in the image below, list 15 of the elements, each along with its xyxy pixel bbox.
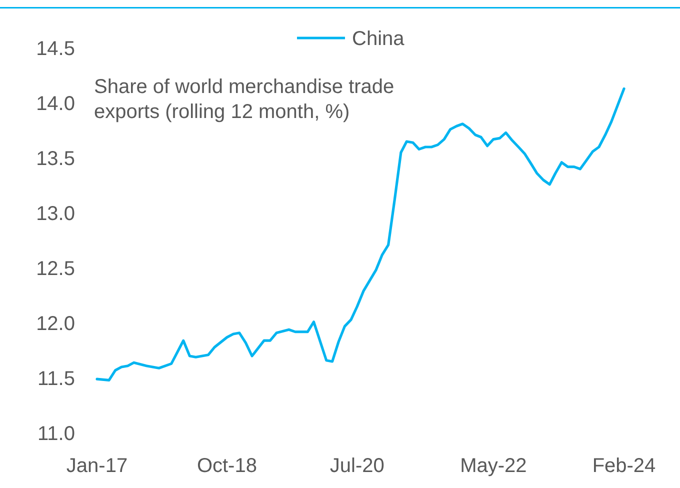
y-tick-label: 12.5 xyxy=(36,258,75,280)
y-axis-title: Share of world merchandise trade exports (rolling 12 month, %) xyxy=(94,76,394,123)
x-tick-label: Jan-17 xyxy=(66,455,128,477)
x-tick-label: Feb-24 xyxy=(592,455,656,477)
x-tick-label: Jul-20 xyxy=(330,455,384,477)
x-tick-label: Oct-18 xyxy=(196,455,257,477)
y-tick-label: 14.0 xyxy=(36,93,75,115)
legend-label: China xyxy=(352,28,406,50)
y-tick-label: 11.5 xyxy=(38,368,75,390)
y-tick-label: 13.0 xyxy=(36,203,75,225)
x-tick-label: May-22 xyxy=(460,455,527,477)
y-tick-label: 14.5 xyxy=(36,38,75,60)
y-tick-label: 11.0 xyxy=(38,423,75,445)
y-tick-label: 12.0 xyxy=(36,313,75,335)
y-tick-label: 13.5 xyxy=(36,148,75,170)
